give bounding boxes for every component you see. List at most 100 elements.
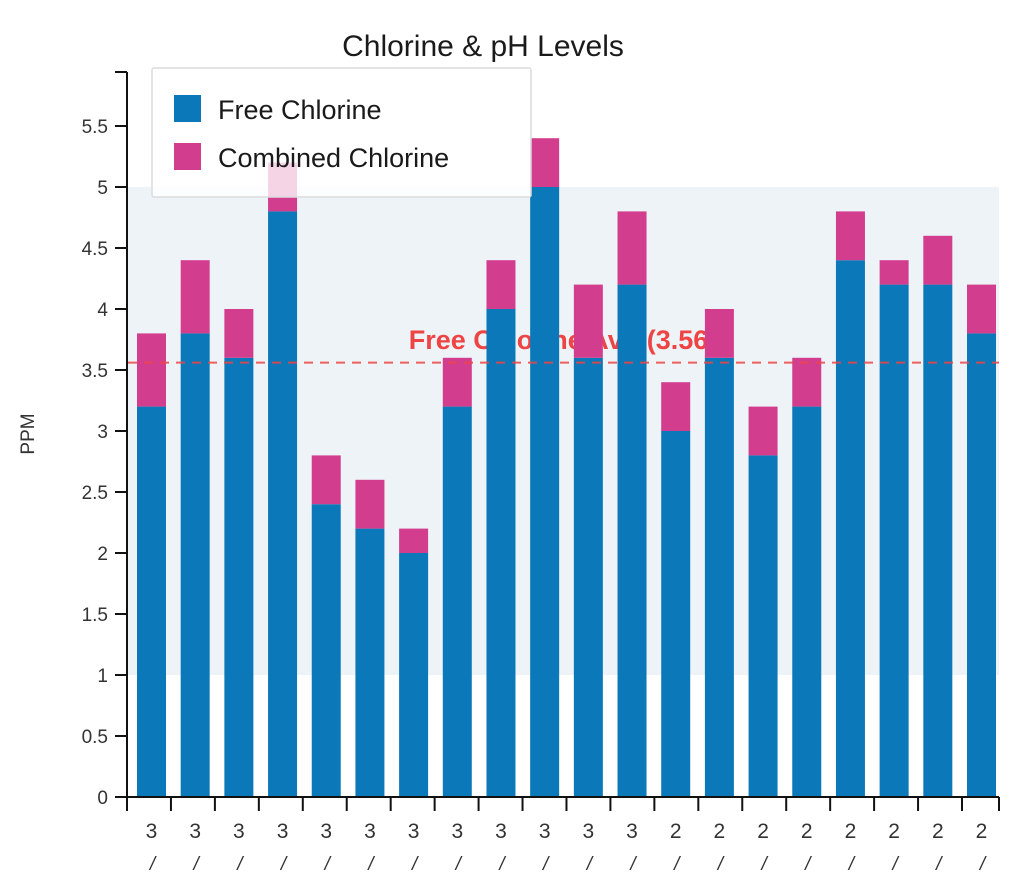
x-tick-label: 2 <box>714 820 726 843</box>
x-tick-label-line2: / <box>890 854 899 875</box>
bar-free-chlorine <box>137 406 166 797</box>
x-tick-label: 3 <box>539 820 551 843</box>
bar-combined-chlorine <box>486 260 516 309</box>
x-tick-label: 2 <box>976 820 988 843</box>
bar-combined-chlorine <box>704 309 734 358</box>
y-tick-label: 5 <box>97 178 108 199</box>
avg-label-layer: Free Chlorine Avg (3.56) <box>409 325 718 355</box>
x-tick-label-line2: / <box>497 854 506 875</box>
bars-layer <box>137 138 996 798</box>
chart-title: Chlorine & pH Levels <box>342 30 624 63</box>
bar-combined-chlorine <box>355 479 385 529</box>
x-tick-label: 3 <box>495 820 507 843</box>
x-tick-label: 3 <box>233 820 245 843</box>
bar-combined-chlorine <box>573 284 603 358</box>
x-tick-label: 3 <box>408 820 420 843</box>
x-tick-label: 3 <box>626 820 638 843</box>
y-axis: 0 0.5 1 1.5 2 2.5 3 3.5 4 4.5 5 5.5 <box>82 71 128 809</box>
x-tick-label-line2: / <box>847 854 856 875</box>
bar-combined-chlorine <box>923 235 953 285</box>
bar-combined-chlorine <box>617 211 647 285</box>
bar-free-chlorine <box>399 553 429 797</box>
bar-combined-chlorine <box>792 357 822 407</box>
x-tick-label-line2: / <box>585 854 594 875</box>
y-axis-label: PPM <box>18 413 39 454</box>
bar-combined-chlorine <box>879 260 909 285</box>
y-tick-label: 1.5 <box>82 605 108 626</box>
bar-free-chlorine <box>442 406 472 797</box>
bar-combined-chlorine <box>530 138 560 187</box>
reference-line-label: Free Chlorine Avg (3.56) <box>409 325 718 355</box>
x-tick-label-line2: / <box>716 854 725 875</box>
x-tick-label-line2: / <box>934 854 943 875</box>
x-tick-label: 2 <box>845 820 857 843</box>
x-tick-label-line2: / <box>323 854 332 875</box>
x-axis: 3 / 3 / 3 / 3 / 3 / 3 / 3 / 3 / 3 / 3 / 3 / 3 / 2 / 2 / 2 / 2 / 2 / 2 / 2 / 2 / <box>126 796 1000 875</box>
bar-free-chlorine <box>923 284 953 798</box>
target-band-layer <box>128 187 999 675</box>
y-tick-label: 4 <box>97 300 108 321</box>
x-tick-label-line2: / <box>803 854 812 875</box>
y-tick-label: 1 <box>97 666 108 687</box>
bar-free-chlorine <box>661 431 691 797</box>
bar-free-chlorine <box>879 284 909 798</box>
x-tick-label-line2: / <box>454 854 463 875</box>
x-tick-label-line2: / <box>541 854 550 875</box>
x-tick-label: 2 <box>801 820 813 843</box>
x-tick-label: 3 <box>146 820 158 843</box>
target-band <box>128 187 999 675</box>
legend-swatch-combined-chlorine <box>174 143 201 170</box>
legend-box <box>151 67 532 198</box>
x-tick-label: 3 <box>364 820 376 843</box>
bar-free-chlorine <box>967 333 996 797</box>
bar-combined-chlorine <box>180 260 210 334</box>
bar-combined-chlorine <box>661 382 691 431</box>
legend-swatch-free-chlorine <box>174 95 201 122</box>
bar-free-chlorine <box>617 284 647 798</box>
legend-label-free-chlorine: Free Chlorine <box>218 95 382 125</box>
bar-free-chlorine <box>355 528 385 797</box>
legend: Free Chlorine Combined Chlorine <box>151 67 532 198</box>
bar-free-chlorine <box>748 455 778 797</box>
bar-free-chlorine <box>530 187 560 797</box>
x-tick-label-line2: / <box>410 854 419 875</box>
x-tick-label-line2: / <box>235 854 244 875</box>
bar-free-chlorine <box>268 211 298 797</box>
bar-free-chlorine <box>224 357 254 797</box>
x-tick-label-line2: / <box>366 854 375 875</box>
x-tick-label: 3 <box>277 820 289 843</box>
bar-free-chlorine <box>792 406 822 797</box>
bar-combined-chlorine <box>311 455 341 505</box>
bar-combined-chlorine <box>748 406 778 456</box>
x-tick-label: 2 <box>932 820 944 843</box>
x-tick-label: 3 <box>582 820 594 843</box>
x-tick-label-line2: / <box>978 854 987 875</box>
y-tick-label: 3.5 <box>82 361 108 382</box>
y-tick-label: 0.5 <box>82 727 108 748</box>
y-tick-label: 2.5 <box>82 483 108 504</box>
x-tick-label-line2: / <box>628 854 637 875</box>
bar-combined-chlorine <box>137 333 166 407</box>
bar-free-chlorine <box>704 357 734 797</box>
bar-combined-chlorine <box>399 528 429 553</box>
x-tick-label-line2: / <box>148 854 157 875</box>
bar-free-chlorine <box>573 357 603 797</box>
x-tick-label-line2: / <box>279 854 288 875</box>
y-tick-label: 5.5 <box>82 117 108 138</box>
x-tick-label: 2 <box>670 820 682 843</box>
y-tick-label: 4.5 <box>82 239 108 260</box>
bar-combined-chlorine <box>224 309 254 358</box>
legend-label-combined-chlorine: Combined Chlorine <box>218 143 449 173</box>
bar-free-chlorine <box>311 504 341 797</box>
bar-combined-chlorine <box>835 211 865 261</box>
x-tick-label: 2 <box>888 820 900 843</box>
y-tick-label: 2 <box>97 544 108 565</box>
y-tick-label: 3 <box>97 422 108 443</box>
x-tick-label: 3 <box>189 820 201 843</box>
bar-free-chlorine <box>180 333 210 797</box>
x-tick-label: 3 <box>451 820 463 843</box>
bar-combined-chlorine <box>967 284 996 334</box>
bar-combined-chlorine <box>442 357 472 407</box>
x-tick-label-line2: / <box>759 854 768 875</box>
